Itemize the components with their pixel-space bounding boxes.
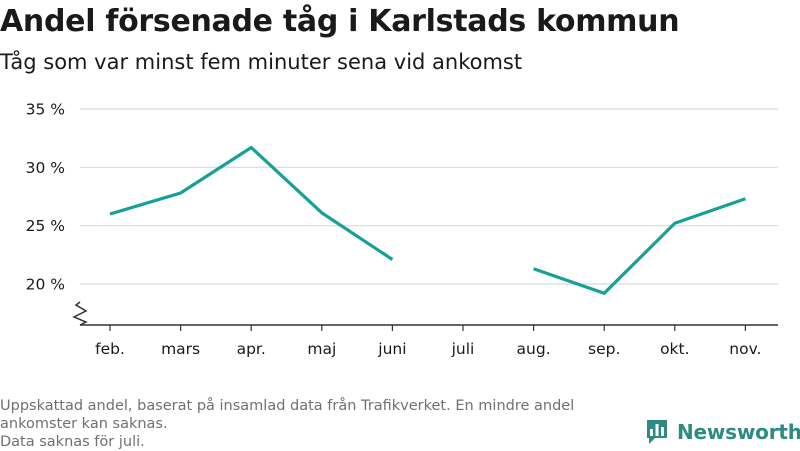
brand-name: Newsworthy xyxy=(677,420,800,444)
axis-break-icon xyxy=(72,301,88,326)
x-tick-label: juni xyxy=(377,340,406,358)
x-tick-label: aug. xyxy=(517,340,551,358)
x-axis: feb. mars apr. maj juni juli aug. sep. okt. nov. xyxy=(80,324,778,358)
y-tick-label: 30 % xyxy=(26,159,65,177)
x-tick-label: mars xyxy=(161,340,200,358)
footnote-line: Uppskattad andel, baserat på insamlad da… xyxy=(0,398,575,432)
footnote-line: Data saknas för juli. xyxy=(0,434,145,450)
series-line xyxy=(109,145,394,261)
brand-logo: Newsworthy xyxy=(645,418,800,446)
series-line xyxy=(533,197,746,296)
x-tick-label: maj xyxy=(307,340,336,358)
x-tick-label: apr. xyxy=(237,340,266,358)
chart-title: Andel försenade tåg i Karlstads kommun xyxy=(0,4,680,39)
x-tick-label: feb. xyxy=(95,340,125,358)
series-lines xyxy=(109,145,746,296)
y-grid xyxy=(80,108,778,285)
axis-break-zigzag xyxy=(72,301,88,326)
line-chart: 20 % 25 % 30 % 35 % feb. mars apr. maj juni juli… xyxy=(26,101,778,358)
x-tick-label: okt. xyxy=(660,340,689,358)
bar-chart-bubble-icon xyxy=(647,420,667,444)
y-axis: 20 % 25 % 30 % 35 % xyxy=(26,101,65,294)
x-tick-label: sep. xyxy=(588,340,620,358)
y-tick-label: 35 % xyxy=(26,101,65,119)
x-tick-label: nov. xyxy=(729,340,761,358)
y-tick-label: 25 % xyxy=(26,217,65,235)
footnote: Uppskattad andel, baserat på insamlad da… xyxy=(0,397,640,451)
x-tick-label: juli xyxy=(451,340,475,358)
chart-subtitle: Tåg som var minst fem minuter sena vid a… xyxy=(0,50,523,74)
y-tick-label: 20 % xyxy=(26,276,65,294)
